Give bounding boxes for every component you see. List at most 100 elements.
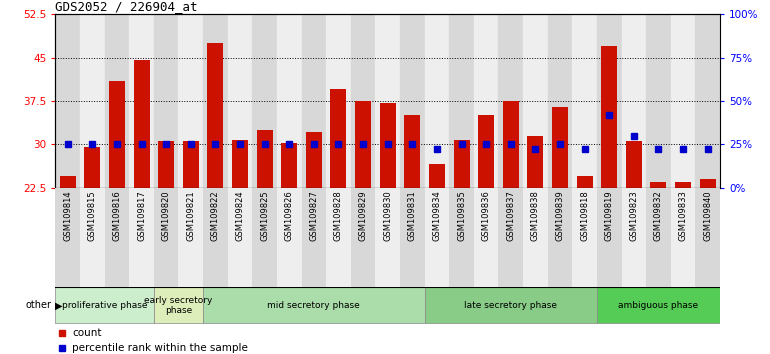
Text: GSM109824: GSM109824 xyxy=(236,190,245,241)
Bar xyxy=(424,287,597,323)
Bar xyxy=(330,89,346,188)
Bar xyxy=(158,141,174,188)
Text: ambiguous phase: ambiguous phase xyxy=(618,301,698,310)
Bar xyxy=(109,81,125,188)
Bar xyxy=(626,141,642,188)
Text: other: other xyxy=(25,300,52,310)
Text: percentile rank within the sample: percentile rank within the sample xyxy=(72,343,248,353)
Bar xyxy=(351,188,376,287)
Bar xyxy=(646,188,671,287)
Bar xyxy=(695,14,720,188)
Text: GSM109839: GSM109839 xyxy=(555,190,564,241)
Bar xyxy=(355,101,371,188)
Bar xyxy=(454,139,470,188)
Bar xyxy=(572,188,597,287)
Bar xyxy=(376,14,400,188)
Bar xyxy=(154,287,203,323)
Bar xyxy=(429,165,445,188)
Bar xyxy=(60,176,75,188)
Text: late secretory phase: late secretory phase xyxy=(464,301,557,310)
Text: GSM109829: GSM109829 xyxy=(359,190,367,241)
Bar xyxy=(400,14,424,188)
Bar xyxy=(527,136,544,188)
Text: GSM109834: GSM109834 xyxy=(433,190,441,241)
Bar xyxy=(695,188,720,287)
Bar xyxy=(203,287,424,323)
Bar xyxy=(503,101,519,188)
Text: GSM109823: GSM109823 xyxy=(629,190,638,241)
Text: GSM109838: GSM109838 xyxy=(531,190,540,241)
Text: GSM109833: GSM109833 xyxy=(678,190,688,241)
Bar xyxy=(449,14,474,188)
Bar xyxy=(424,188,449,287)
Bar xyxy=(129,14,154,188)
Text: GSM109816: GSM109816 xyxy=(112,190,122,241)
Text: GSM109835: GSM109835 xyxy=(457,190,466,241)
Bar xyxy=(179,14,203,188)
Bar xyxy=(621,188,646,287)
Text: early secretory
phase: early secretory phase xyxy=(144,296,213,315)
Bar xyxy=(597,287,720,323)
Bar xyxy=(651,182,666,188)
Text: GSM109822: GSM109822 xyxy=(211,190,220,241)
Text: GSM109828: GSM109828 xyxy=(334,190,343,241)
Bar xyxy=(671,14,695,188)
Bar xyxy=(675,182,691,188)
Bar xyxy=(207,43,223,188)
Bar xyxy=(449,188,474,287)
Bar xyxy=(671,188,695,287)
Text: GSM109827: GSM109827 xyxy=(310,190,318,241)
Text: mid secretory phase: mid secretory phase xyxy=(267,301,360,310)
Bar xyxy=(129,188,154,287)
Bar xyxy=(203,188,228,287)
Bar xyxy=(105,188,129,287)
Text: GSM109814: GSM109814 xyxy=(63,190,72,241)
Bar xyxy=(154,188,179,287)
Bar xyxy=(523,14,547,188)
Bar xyxy=(105,14,129,188)
Bar xyxy=(474,14,498,188)
Bar xyxy=(597,14,621,188)
Bar xyxy=(80,14,105,188)
Bar xyxy=(498,14,523,188)
Text: GSM109819: GSM109819 xyxy=(604,190,614,241)
Bar xyxy=(621,14,646,188)
Bar xyxy=(154,14,179,188)
Bar xyxy=(326,14,351,188)
Text: GSM109818: GSM109818 xyxy=(580,190,589,241)
Bar xyxy=(256,130,273,188)
Text: GSM109817: GSM109817 xyxy=(137,190,146,241)
Bar xyxy=(306,132,322,188)
Text: ▶: ▶ xyxy=(55,300,62,310)
Bar xyxy=(277,14,302,188)
Bar xyxy=(478,115,494,188)
Bar xyxy=(179,188,203,287)
Bar xyxy=(85,147,100,188)
Bar xyxy=(326,188,351,287)
Bar xyxy=(547,188,572,287)
Bar xyxy=(55,14,80,188)
Bar xyxy=(474,188,498,287)
Bar xyxy=(404,115,420,188)
Bar xyxy=(277,188,302,287)
Bar xyxy=(182,141,199,188)
Bar xyxy=(376,188,400,287)
Bar xyxy=(80,188,105,287)
Text: GSM109826: GSM109826 xyxy=(285,190,293,241)
Text: GSM109815: GSM109815 xyxy=(88,190,97,241)
Text: GSM109836: GSM109836 xyxy=(482,190,490,241)
Bar xyxy=(547,14,572,188)
Text: GSM109840: GSM109840 xyxy=(703,190,712,241)
Bar xyxy=(380,103,396,188)
Bar xyxy=(351,14,376,188)
Text: GSM109821: GSM109821 xyxy=(186,190,196,241)
Text: GSM109825: GSM109825 xyxy=(260,190,269,241)
Bar xyxy=(133,61,149,188)
Text: proliferative phase: proliferative phase xyxy=(62,301,147,310)
Bar xyxy=(55,188,80,287)
Text: GSM109837: GSM109837 xyxy=(506,190,515,241)
Bar xyxy=(646,14,671,188)
Bar xyxy=(232,139,248,188)
Bar xyxy=(577,176,593,188)
Bar xyxy=(228,188,253,287)
